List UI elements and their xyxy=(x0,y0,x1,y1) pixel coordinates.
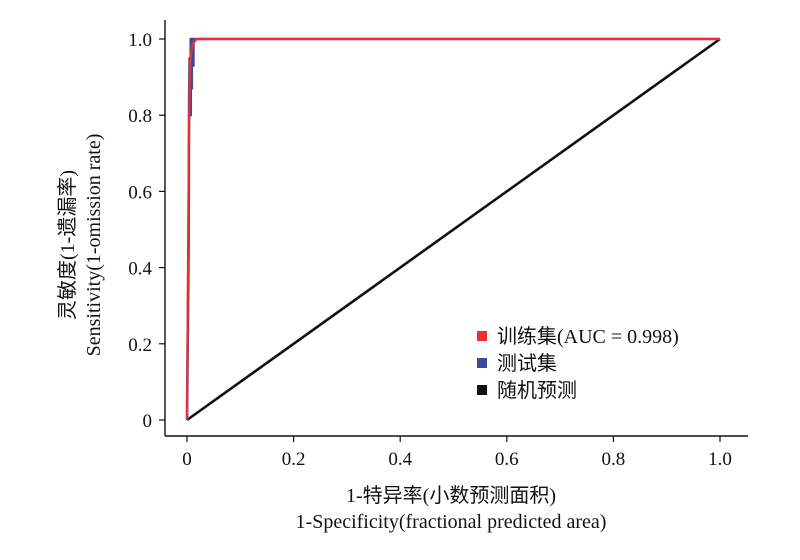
series-line-train xyxy=(185,37,720,421)
legend-label-random: 随机预测 xyxy=(497,379,577,402)
legend-label-train: 训练集(AUC = 0.998) xyxy=(497,325,679,348)
ticks: 0 0.2 0.4 0.6 0.8 1.0 0 0.2 0.4 0.6 0.8 1.0 xyxy=(128,30,732,470)
x-tick-label: 0.8 xyxy=(602,449,626,470)
x-tick-label: 0 xyxy=(182,449,192,470)
x-tick-label: 0.6 xyxy=(495,449,519,470)
axes xyxy=(164,20,748,437)
x-axis-title-cn: 1-特异率(小数预测面积) xyxy=(346,484,556,507)
y-axis-title-en: Sensitivity(1-omission rate) xyxy=(83,134,105,357)
legend-label-test: 测试集 xyxy=(497,352,557,375)
y-tick-label: 0.4 xyxy=(128,259,152,280)
legend-swatch-train xyxy=(477,331,487,341)
y-tick-label: 0.2 xyxy=(128,335,152,356)
y-tick-label: 0.6 xyxy=(128,182,152,203)
x-tick-label: 0.2 xyxy=(282,449,306,470)
legend-swatch-test xyxy=(477,358,487,368)
y-tick-label: 0 xyxy=(143,411,153,432)
x-tick-label: 0.4 xyxy=(388,449,412,470)
x-axis-title-en: 1-Specificity(fractional predicted area) xyxy=(296,511,607,533)
series-line-random xyxy=(186,37,721,422)
y-tick-label: 0.8 xyxy=(128,106,152,127)
y-tick-label: 1.0 xyxy=(128,30,152,51)
x-tick-label: 1.0 xyxy=(708,449,732,470)
series xyxy=(185,37,721,422)
y-axis-title-cn: 灵敏度(1-遗漏率) xyxy=(56,170,79,320)
legend: 训练集(AUC = 0.998) 测试集 随机预测 xyxy=(477,325,679,402)
legend-swatch-random xyxy=(477,385,487,395)
